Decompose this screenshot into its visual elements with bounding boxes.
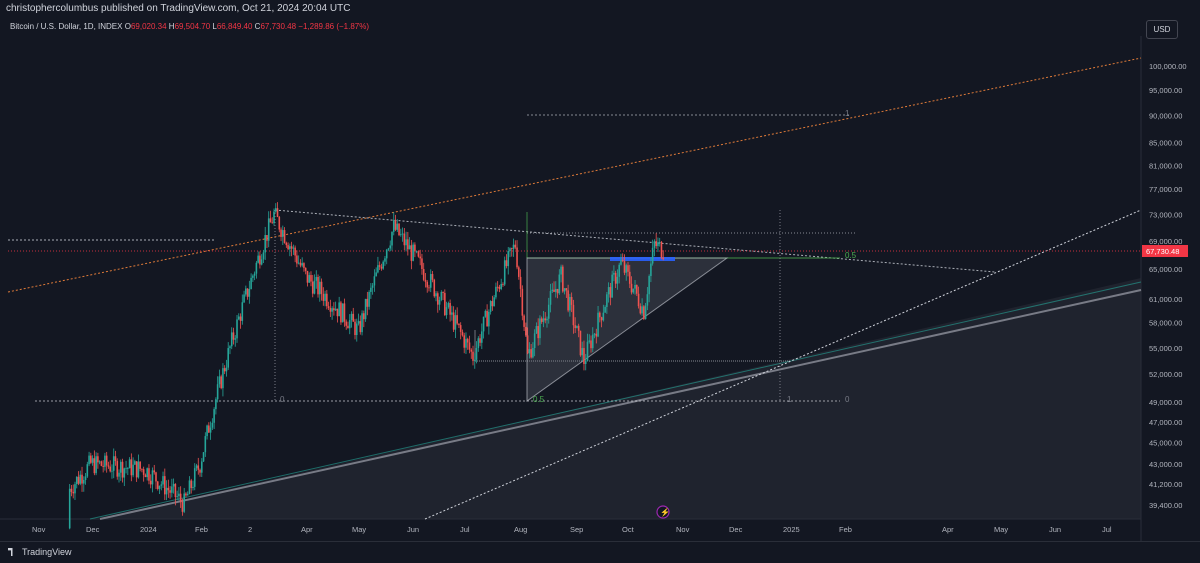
low-label: L bbox=[212, 22, 217, 31]
high-label: H bbox=[168, 22, 175, 31]
currency-button[interactable]: USD bbox=[1146, 20, 1178, 39]
close-label: C bbox=[254, 22, 261, 31]
symbol-name: Bitcoin / U.S. Dollar, 1D, INDEX bbox=[10, 22, 123, 31]
tradingview-logo-icon bbox=[8, 548, 13, 556]
high-value: 69,504.70 bbox=[174, 22, 211, 31]
low-value: 66,849.40 bbox=[216, 22, 253, 31]
open-value: 69,020.34 bbox=[130, 22, 167, 31]
chart-frame[interactable] bbox=[0, 17, 1200, 562]
brand-text: TradingView bbox=[22, 547, 72, 557]
change-value: −1,289.86 (−1.87%) bbox=[298, 22, 369, 31]
publish-text: christophercolumbus published on Trading… bbox=[6, 3, 351, 14]
footer-bar bbox=[0, 541, 1200, 563]
close-value: 67,730.48 bbox=[260, 22, 297, 31]
symbol-legend: Bitcoin / U.S. Dollar, 1D, INDEX O69,020… bbox=[10, 22, 369, 31]
tradingview-logo[interactable]: TradingView bbox=[8, 547, 72, 557]
publish-header: christophercolumbus published on Trading… bbox=[0, 0, 1200, 17]
open-label: O bbox=[124, 22, 131, 31]
